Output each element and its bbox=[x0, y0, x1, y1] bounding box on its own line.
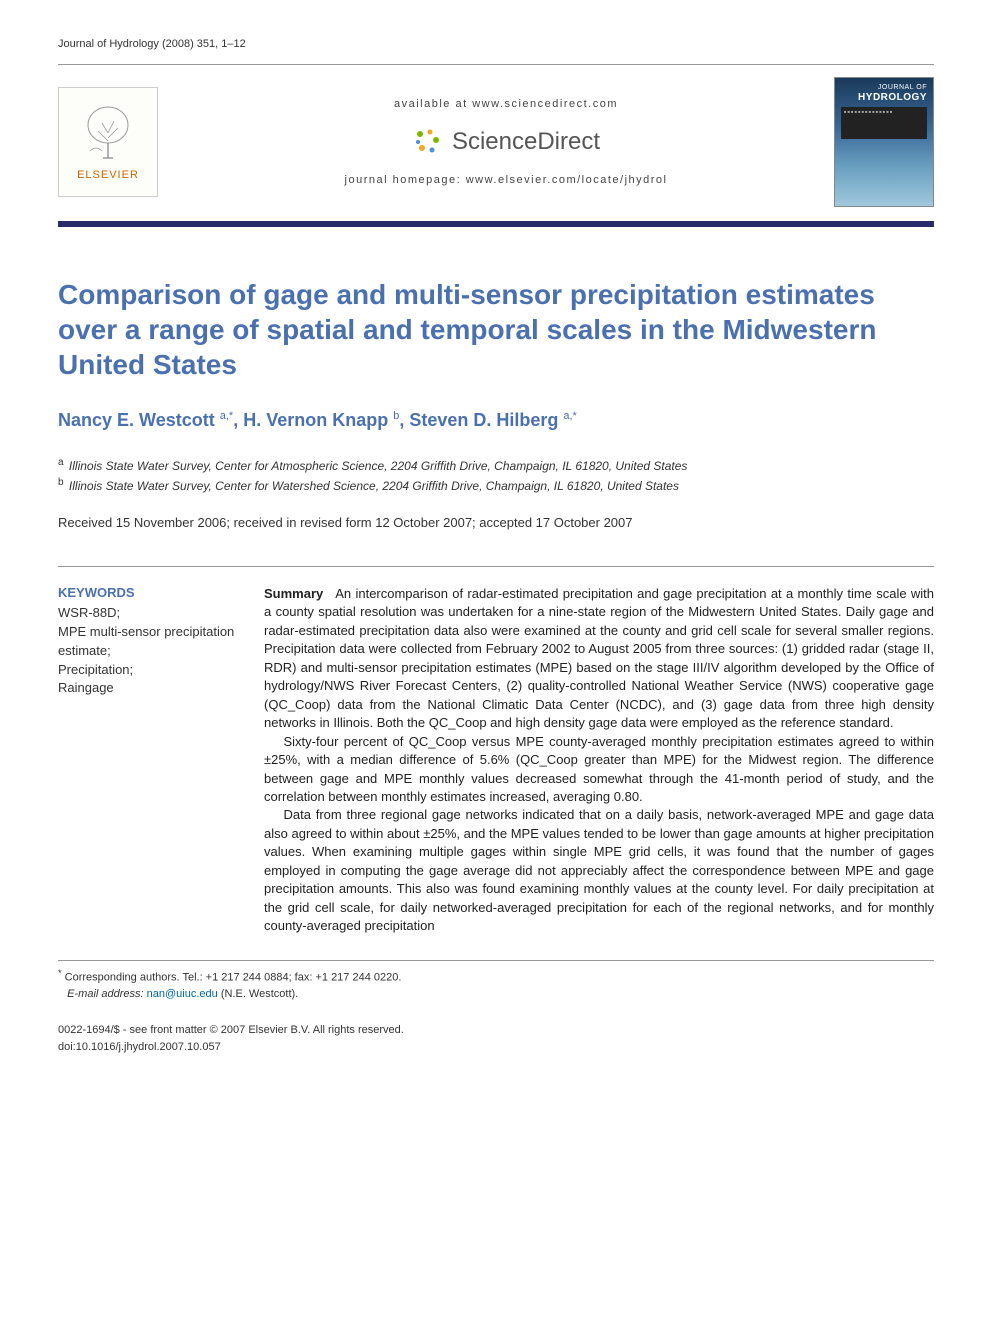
cover-block: ■ ■ ■ ■ ■ ■ ■ ■ ■ ■ ■ ■ ■ ■ bbox=[841, 107, 927, 139]
doi-line: doi:10.1016/j.jhydrol.2007.10.057 bbox=[58, 1039, 934, 1056]
banner-center: available at www.sciencedirect.com Scien… bbox=[178, 98, 834, 186]
sciencedirect-logo: ScienceDirect bbox=[412, 126, 600, 158]
summary-column: SummaryAn intercomparison of radar-estim… bbox=[264, 585, 934, 936]
email-footnote: E-mail address: nan@uiuc.edu (N.E. Westc… bbox=[58, 986, 934, 1003]
journal-cover: JOURNAL OF HYDROLOGY ■ ■ ■ ■ ■ ■ ■ ■ ■ ■… bbox=[834, 77, 934, 207]
copyright-line1: 0022-1694/$ - see front matter © 2007 El… bbox=[58, 1022, 934, 1039]
running-head: Journal of Hydrology (2008) 351, 1–12 bbox=[58, 38, 934, 50]
journal-homepage: journal homepage: www.elsevier.com/locat… bbox=[178, 174, 834, 186]
header-banner: ELSEVIER available at www.sciencedirect.… bbox=[58, 64, 934, 227]
article-title: Comparison of gage and multi-sensor prec… bbox=[58, 277, 934, 382]
elsevier-name: ELSEVIER bbox=[77, 169, 139, 181]
affiliations: a Illinois State Water Survey, Center fo… bbox=[58, 455, 934, 495]
available-at: available at www.sciencedirect.com bbox=[178, 98, 834, 110]
keywords-heading: KEYWORDS bbox=[58, 585, 240, 600]
elsevier-tree-icon bbox=[78, 103, 138, 163]
authors: Nancy E. Westcott a,*, H. Vernon Knapp b… bbox=[58, 410, 934, 431]
sciencedirect-swirl-icon bbox=[412, 126, 444, 158]
article-history: Received 15 November 2006; received in r… bbox=[58, 515, 934, 530]
keywords-list: WSR-88D;MPE multi-sensor precipitation e… bbox=[58, 604, 240, 698]
copyright-block: 0022-1694/$ - see front matter © 2007 El… bbox=[58, 1022, 934, 1055]
keywords-column: KEYWORDS WSR-88D;MPE multi-sensor precip… bbox=[58, 585, 240, 936]
divider bbox=[58, 566, 934, 567]
corresponding-footnote: * Corresponding authors. Tel.: +1 217 24… bbox=[58, 967, 934, 986]
cover-small: JOURNAL OF bbox=[878, 84, 927, 91]
elsevier-logo: ELSEVIER bbox=[58, 87, 158, 197]
abstract-area: KEYWORDS WSR-88D;MPE multi-sensor precip… bbox=[58, 585, 934, 936]
footnotes: * Corresponding authors. Tel.: +1 217 24… bbox=[58, 960, 934, 1003]
cover-big: HYDROLOGY bbox=[858, 92, 927, 103]
sciencedirect-text: ScienceDirect bbox=[452, 128, 600, 156]
author-email[interactable]: nan@uiuc.edu bbox=[147, 988, 218, 1000]
